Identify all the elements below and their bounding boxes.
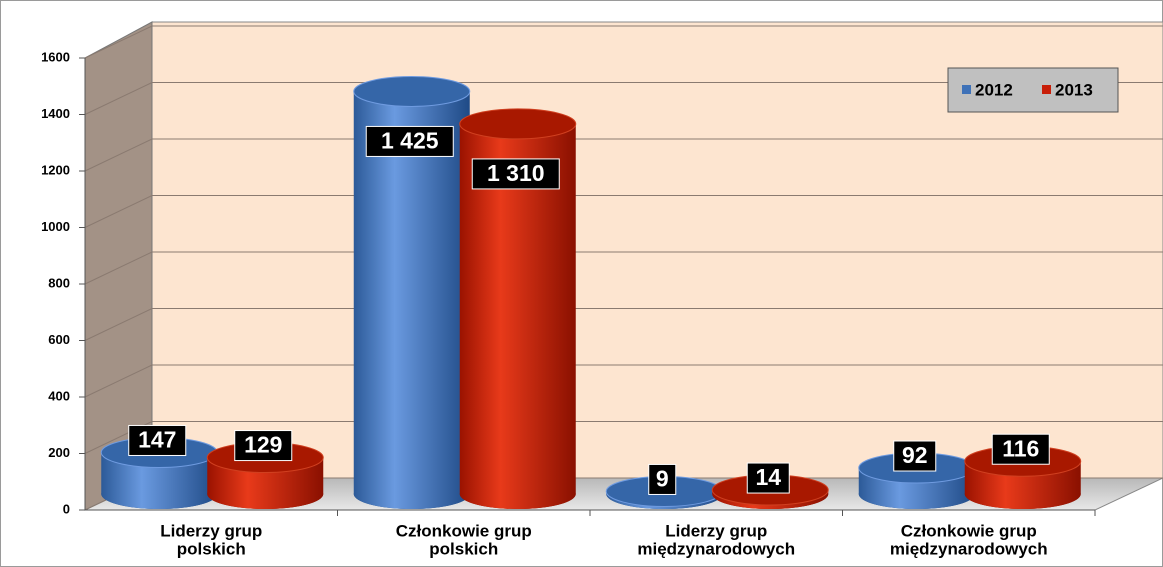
value-label-box [893, 440, 937, 472]
x-tick-label: Członkowie grup [396, 521, 532, 540]
y-tick-label: 800 [48, 275, 70, 290]
grid-line [84, 421, 1163, 454]
y-tick-label: 1400 [41, 106, 70, 121]
value-label-box [128, 424, 187, 456]
x-tick-label: Liderzy grup [160, 521, 262, 540]
y-tick-label: 1600 [41, 49, 70, 64]
value-label: 1 425 [381, 128, 439, 154]
y-tick-label: 200 [48, 445, 70, 460]
x-tick-label: Liderzy grup [665, 521, 767, 540]
y-tick-label: 600 [48, 332, 70, 347]
y-tick-label: 0 [63, 501, 70, 516]
value-label: 14 [755, 464, 781, 490]
grid-line [84, 138, 1163, 172]
value-label: 129 [244, 432, 282, 458]
bar [101, 452, 218, 509]
grid-line [84, 82, 1163, 115]
legend-swatch [962, 85, 971, 94]
legend-swatch [1042, 85, 1051, 94]
value-label: 147 [138, 427, 176, 453]
value-label: 92 [902, 442, 928, 468]
grid-line [84, 195, 1163, 228]
legend-label: 2013 [1055, 80, 1093, 99]
x-tick-label: polskich [177, 539, 246, 558]
y-tick-label: 1200 [41, 162, 70, 177]
value-label-box [746, 462, 790, 494]
bar-top [459, 108, 577, 140]
y-tick-label: 400 [48, 388, 70, 403]
legend-label: 2012 [975, 80, 1013, 99]
bar [353, 91, 470, 509]
x-tick-label: międzynarodowych [890, 539, 1048, 558]
bar [459, 123, 576, 510]
grid-line [84, 251, 1163, 285]
bar-top [353, 75, 471, 107]
y-tick-label: 1000 [41, 219, 70, 234]
value-label: 116 [1002, 435, 1039, 461]
value-label: 9 [656, 466, 669, 492]
grid-line [84, 364, 1163, 398]
value-label-box [234, 430, 293, 462]
x-tick-label: Członkowie grup [901, 521, 1037, 540]
value-label-box [648, 463, 677, 495]
value-label-box [365, 125, 454, 157]
x-tick-label: polskich [429, 539, 498, 558]
grid-line [84, 25, 1163, 59]
value-label-box [471, 158, 560, 190]
value-label-box [991, 433, 1050, 465]
x-tick-label: międzynarodowych [637, 539, 795, 558]
legend [947, 67, 1119, 113]
grid-line [84, 308, 1163, 341]
value-label: 1 310 [487, 160, 545, 186]
